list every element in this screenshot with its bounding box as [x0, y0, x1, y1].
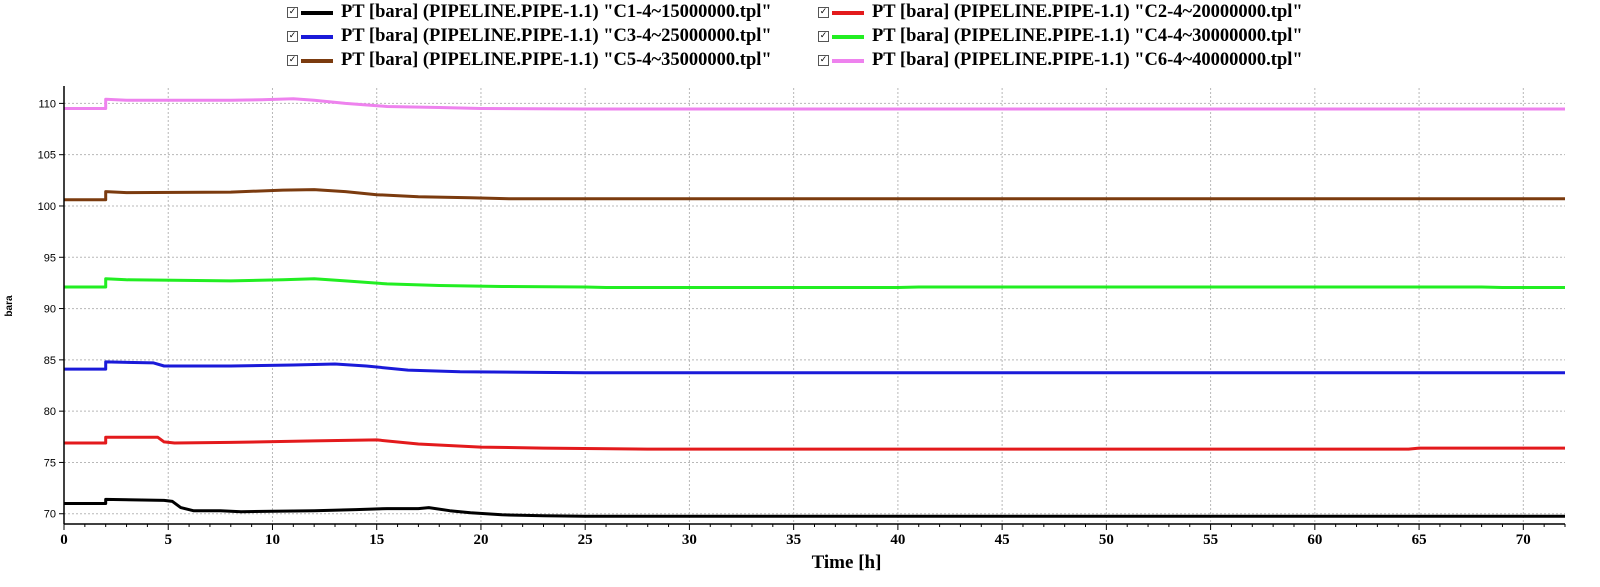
legend-swatch-c1 [301, 10, 333, 15]
legend-label-c2: PT [bara] (PIPELINE.PIPE-1.1) "C2-4~2000… [872, 2, 1303, 22]
x-tick-label: 0 [60, 532, 68, 548]
legend-label-c1: PT [bara] (PIPELINE.PIPE-1.1) "C1-4~1500… [341, 2, 772, 22]
legend-item-c3[interactable]: ✓ PT [bara] (PIPELINE.PIPE-1.1) "C3-4~25… [287, 26, 772, 47]
series-line-c2 [64, 435, 1565, 451]
y-tick-label: 110 [38, 98, 56, 110]
legend-item-c2[interactable]: ✓ PT [bara] (PIPELINE.PIPE-1.1) "C2-4~20… [818, 2, 1303, 23]
legend-checkbox-icon[interactable]: ✓ [818, 7, 829, 18]
x-tick-label: 55 [1203, 532, 1218, 548]
series-line-c5 [64, 188, 1565, 202]
legend-swatch-c6 [832, 58, 864, 63]
legend-item-c4[interactable]: ✓ PT [bara] (PIPELINE.PIPE-1.1) "C4-4~30… [818, 26, 1303, 47]
x-tick-label: 35 [786, 532, 801, 548]
x-axis-title: Time [h] [812, 552, 882, 573]
legend-checkbox-icon[interactable]: ✓ [818, 31, 829, 42]
legend-label-c4: PT [bara] (PIPELINE.PIPE-1.1) "C4-4~3000… [872, 26, 1303, 46]
legend-swatch-c3 [301, 34, 333, 39]
y-tick-label: 100 [38, 201, 56, 213]
legend-checkbox-icon[interactable]: ✓ [287, 7, 298, 18]
y-tick-label: 80 [44, 406, 56, 418]
series-line-c4 [64, 277, 1565, 289]
x-tick-label: 65 [1412, 532, 1427, 548]
y-tick-label: 70 [44, 509, 56, 521]
x-tick-label: 60 [1307, 532, 1322, 548]
legend-item-c1[interactable]: ✓ PT [bara] (PIPELINE.PIPE-1.1) "C1-4~15… [287, 2, 772, 23]
legend-label-c3: PT [bara] (PIPELINE.PIPE-1.1) "C3-4~2500… [341, 26, 772, 46]
plot-area [64, 88, 1565, 524]
legend-label-c6: PT [bara] (PIPELINE.PIPE-1.1) "C6-4~4000… [872, 50, 1303, 70]
x-tick-label: 70 [1516, 532, 1531, 548]
legend-label-c5: PT [bara] (PIPELINE.PIPE-1.1) "C5-4~3500… [341, 50, 772, 70]
legend-swatch-c4 [832, 34, 864, 39]
legend-item-c6[interactable]: ✓ PT [bara] (PIPELINE.PIPE-1.1) "C6-4~40… [818, 50, 1303, 71]
x-tick-label: 50 [1099, 532, 1114, 548]
y-tick-label: 85 [44, 355, 56, 367]
x-tick-label: 15 [369, 532, 384, 548]
x-tick-label: 45 [995, 532, 1010, 548]
x-tick-label: 10 [265, 532, 280, 548]
x-tick-label: 5 [164, 532, 172, 548]
y-tick-label: 105 [38, 150, 56, 162]
series-line-c3 [64, 360, 1565, 375]
legend-checkbox-icon[interactable]: ✓ [287, 31, 298, 42]
series-line-c6 [64, 97, 1565, 111]
chart-legend: ✓ PT [bara] (PIPELINE.PIPE-1.1) "C1-4~15… [0, 0, 1600, 80]
x-tick-label: 25 [578, 532, 593, 548]
legend-checkbox-icon[interactable]: ✓ [287, 55, 298, 66]
y-axis-title: bara [4, 295, 15, 317]
x-tick-label: 40 [890, 532, 905, 548]
x-tick-label: 20 [473, 532, 488, 548]
legend-swatch-c2 [832, 10, 864, 15]
x-tick-label: 30 [682, 532, 697, 548]
y-tick-label: 95 [44, 252, 56, 264]
y-tick-label: 90 [44, 304, 56, 316]
legend-item-c5[interactable]: ✓ PT [bara] (PIPELINE.PIPE-1.1) "C5-4~35… [287, 50, 772, 71]
legend-checkbox-icon[interactable]: ✓ [818, 55, 829, 66]
legend-swatch-c5 [301, 58, 333, 63]
y-tick-label: 75 [44, 457, 56, 469]
series-line-c1 [64, 497, 1565, 518]
